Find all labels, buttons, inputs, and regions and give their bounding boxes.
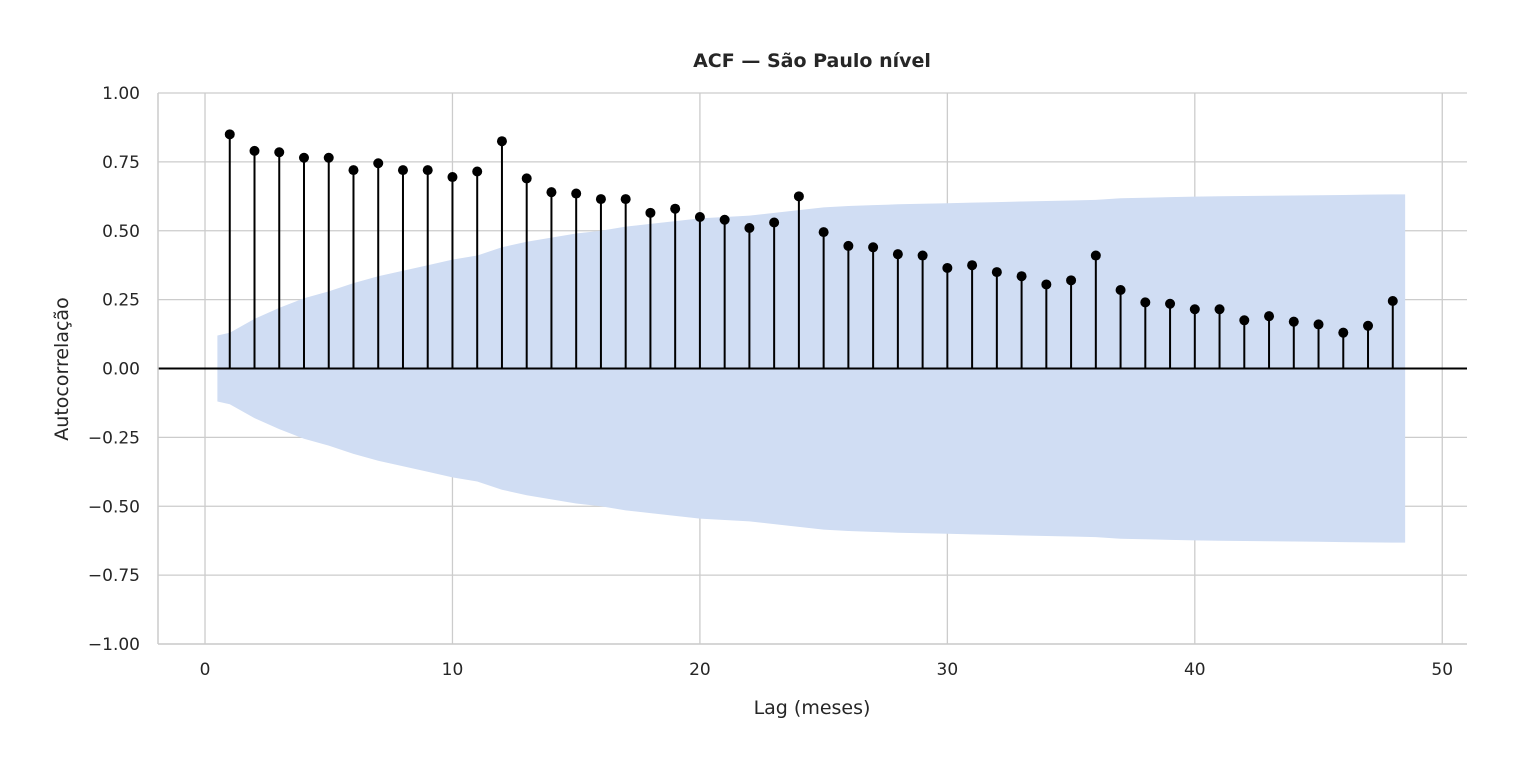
y-tick-label-0: −1.00 xyxy=(88,635,140,655)
acf-marker-lag-15 xyxy=(571,188,582,199)
acf-marker-lag-7 xyxy=(373,158,384,169)
acf-marker-lag-4 xyxy=(298,152,309,163)
acf-marker-lag-46 xyxy=(1338,327,1349,338)
acf-marker-lag-29 xyxy=(917,250,928,261)
y-tick-labels: −1.00 −0.75 −0.50 −0.25 0.00 0.25 0.50 0.75 1.00 xyxy=(88,84,140,655)
acf-markers xyxy=(224,129,1398,338)
acf-marker-lag-48 xyxy=(1387,296,1398,307)
acf-marker-lag-24 xyxy=(793,191,804,202)
acf-marker-lag-42 xyxy=(1239,315,1250,326)
acf-marker-lag-3 xyxy=(274,147,285,158)
acf-marker-lag-12 xyxy=(496,136,507,147)
acf-marker-lag-17 xyxy=(620,194,631,205)
acf-marker-lag-2 xyxy=(249,145,260,156)
acf-marker-lag-18 xyxy=(645,207,656,218)
acf-marker-lag-41 xyxy=(1214,304,1225,315)
y-tick-label-1: −0.75 xyxy=(88,566,140,586)
acf-marker-lag-20 xyxy=(694,211,705,222)
acf-marker-lag-28 xyxy=(892,249,903,260)
acf-marker-lag-47 xyxy=(1363,320,1374,331)
acf-marker-lag-32 xyxy=(991,267,1002,278)
y-tick-label-6: 0.50 xyxy=(102,222,140,242)
acf-marker-lag-11 xyxy=(472,166,483,177)
chart-title: ACF — São Paulo nível xyxy=(693,50,931,72)
acf-marker-lag-13 xyxy=(521,173,532,184)
acf-marker-lag-45 xyxy=(1313,319,1324,330)
acf-marker-lag-21 xyxy=(719,214,730,225)
acf-marker-lag-36 xyxy=(1090,250,1101,261)
acf-marker-lag-35 xyxy=(1066,275,1077,286)
y-tick-label-4: 0.00 xyxy=(102,360,140,380)
acf-marker-lag-37 xyxy=(1115,284,1126,295)
acf-marker-lag-8 xyxy=(397,165,408,176)
y-tick-label-5: 0.25 xyxy=(102,291,140,311)
y-axis-label: Autocorrelação xyxy=(51,297,73,440)
acf-marker-lag-10 xyxy=(447,172,458,183)
acf-marker-lag-6 xyxy=(348,165,359,176)
acf-marker-lag-5 xyxy=(323,152,334,163)
acf-marker-lag-25 xyxy=(818,227,829,238)
acf-marker-lag-40 xyxy=(1189,304,1200,315)
acf-marker-lag-22 xyxy=(744,222,755,233)
acf-stems xyxy=(228,134,1394,369)
x-tick-label-40: 40 xyxy=(1184,660,1206,680)
acf-marker-lag-19 xyxy=(670,203,681,214)
acf-marker-lag-31 xyxy=(967,260,978,271)
acf-marker-lag-44 xyxy=(1288,316,1299,327)
acf-marker-lag-27 xyxy=(868,242,879,253)
acf-marker-lag-39 xyxy=(1165,298,1176,309)
x-tick-label-50: 50 xyxy=(1431,660,1453,680)
x-tick-labels: 0 10 20 30 40 50 xyxy=(200,660,1453,680)
x-tick-label-0: 0 xyxy=(200,660,211,680)
acf-marker-lag-30 xyxy=(942,262,953,273)
acf-marker-lag-33 xyxy=(1016,271,1027,282)
axis-spines xyxy=(157,93,1467,645)
acf-marker-lag-1 xyxy=(224,129,235,140)
x-axis-label: Lag (meses) xyxy=(754,697,871,719)
acf-marker-lag-26 xyxy=(843,240,854,251)
acf-marker-lag-16 xyxy=(595,194,606,205)
acf-marker-lag-38 xyxy=(1140,297,1151,308)
acf-marker-lag-43 xyxy=(1264,311,1275,322)
y-tick-label-2: −0.50 xyxy=(88,497,140,517)
y-tick-label-3: −0.25 xyxy=(88,428,140,448)
y-tick-label-7: 0.75 xyxy=(102,153,140,173)
acf-marker-lag-34 xyxy=(1041,279,1052,290)
acf-marker-lag-14 xyxy=(546,187,557,198)
acf-marker-lag-9 xyxy=(422,165,433,176)
x-tick-label-30: 30 xyxy=(937,660,959,680)
acf-marker-lag-23 xyxy=(769,217,780,228)
x-tick-label-10: 10 xyxy=(442,660,464,680)
y-tick-label-8: 1.00 xyxy=(102,84,140,104)
x-tick-label-20: 20 xyxy=(689,660,711,680)
